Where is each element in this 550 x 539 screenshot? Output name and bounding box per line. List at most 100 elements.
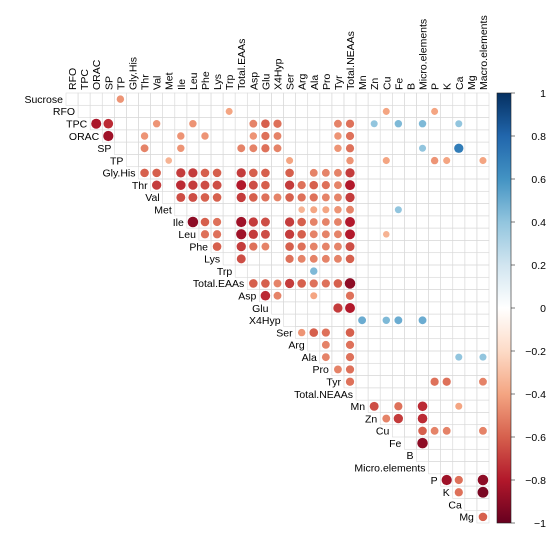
grid-cell (452, 436, 466, 450)
grid-cell (331, 289, 345, 303)
corr-circle-rfo-p (431, 107, 439, 115)
corr-circle-ile-ala (309, 218, 318, 226)
grid-cell (271, 166, 284, 180)
corr-circle-phe-asp (249, 242, 258, 251)
grid-cell (198, 154, 212, 168)
grid-cell (331, 350, 345, 364)
grid-cell (186, 92, 200, 106)
grid-cell (355, 203, 369, 217)
grid-cell (404, 387, 417, 401)
grid-cell (404, 117, 417, 131)
column-label-trp: Trp (224, 74, 236, 90)
grid-cell (428, 289, 441, 303)
grid-cell (162, 129, 176, 143)
corr-circle-ile-arg (297, 217, 306, 227)
grid-cell (367, 215, 381, 229)
color-legend-tick-label: 0.6 (531, 174, 546, 186)
grid-cell (440, 117, 454, 131)
grid-cell (428, 313, 441, 327)
corr-circle-val-glu (261, 193, 270, 202)
row-label-val: Val (145, 192, 159, 204)
grid-cell (428, 362, 441, 376)
grid-cell (476, 510, 490, 524)
corr-circle-met-pro (322, 206, 330, 214)
grid-cell (319, 301, 333, 315)
corr-circle-tpc-micro-elements (418, 119, 427, 128)
grid-cell (379, 166, 393, 180)
grid-cell (392, 301, 405, 315)
corr-circle-orac-glu (261, 131, 270, 141)
grid-cell (307, 92, 321, 106)
corr-circle-ile-total-neaas (345, 217, 355, 227)
grid-cell (259, 104, 272, 118)
grid-cell (295, 166, 309, 180)
corr-circle-gly-his-ala (309, 168, 318, 177)
corr-circle-leu-tyr (334, 230, 342, 239)
color-legend-tick-label: 0.4 (531, 217, 546, 229)
row-label-tpc: TPC (66, 119, 87, 131)
grid-cell (404, 301, 417, 315)
grid-cell (392, 424, 405, 438)
grid-cell (210, 203, 224, 217)
corr-circle-leu-cu (382, 231, 390, 238)
corr-circle-tpc-orac (91, 118, 102, 129)
grid-cell (464, 448, 478, 462)
grid-cell (234, 104, 248, 118)
corr-circle-ala-pro (321, 353, 330, 362)
grid-cell (379, 117, 393, 131)
grid-cell (162, 178, 176, 192)
corr-circle-ile-total-eaas (236, 216, 247, 228)
grid-cell (379, 190, 393, 204)
corr-circle-ala-macro-elements (479, 353, 487, 361)
corr-circle-gly-his-leu (188, 168, 198, 178)
grid-cell (464, 104, 478, 118)
grid-cell (295, 289, 309, 303)
correlation-circles (91, 95, 489, 522)
corr-circle-ile-leu (187, 216, 199, 228)
grid-cell (331, 326, 345, 340)
grid-cell (367, 375, 381, 389)
grid-cell (440, 166, 454, 180)
grid-cell (222, 117, 236, 131)
corr-circle-orac-tyr (334, 132, 342, 140)
grid-cell (319, 141, 333, 155)
corr-circle-val-tyr (334, 193, 342, 202)
grid-cell (222, 203, 236, 217)
grid-cell (126, 104, 139, 118)
color-legend-tick-label: 0.8 (531, 131, 546, 143)
grid-cell (392, 190, 405, 204)
grid-cell (392, 92, 405, 106)
grid-cell (283, 129, 296, 143)
grid-cell (379, 387, 393, 401)
grid-cell (355, 92, 369, 106)
grid-cell (319, 154, 333, 168)
grid-cell (476, 412, 490, 426)
grid-cell (464, 154, 478, 168)
corr-circle-total-eaas-x4hyp (273, 279, 282, 288)
grid-cell (416, 252, 429, 266)
grid-cell (404, 399, 417, 413)
corr-circle-asp-x4hyp (273, 291, 282, 300)
corr-circle-tp-total-neaas (346, 156, 354, 165)
grid-cell (452, 338, 466, 352)
grid-cell (89, 92, 103, 106)
grid-cell (464, 203, 478, 217)
grid-cell (440, 104, 454, 118)
corr-circle-sp-thr (140, 144, 149, 153)
corr-circle-asp-ala (310, 292, 318, 300)
grid-cell (295, 117, 309, 131)
grid-cell (271, 264, 284, 278)
grid-cell (416, 264, 429, 278)
grid-cell (428, 117, 441, 131)
grid (65, 92, 490, 524)
corr-circle-ser-pro (321, 328, 330, 337)
grid-cell (440, 276, 454, 290)
row-label-ser: Ser (276, 327, 293, 339)
corr-circle-met-arg (298, 206, 305, 213)
grid-cell (404, 264, 417, 278)
corr-circle-x4hyp-mn (358, 316, 367, 325)
grid-cell (392, 362, 405, 376)
corr-circle-orac-sp (103, 130, 114, 142)
grid-cell (392, 326, 405, 340)
grid-cell (307, 129, 321, 143)
